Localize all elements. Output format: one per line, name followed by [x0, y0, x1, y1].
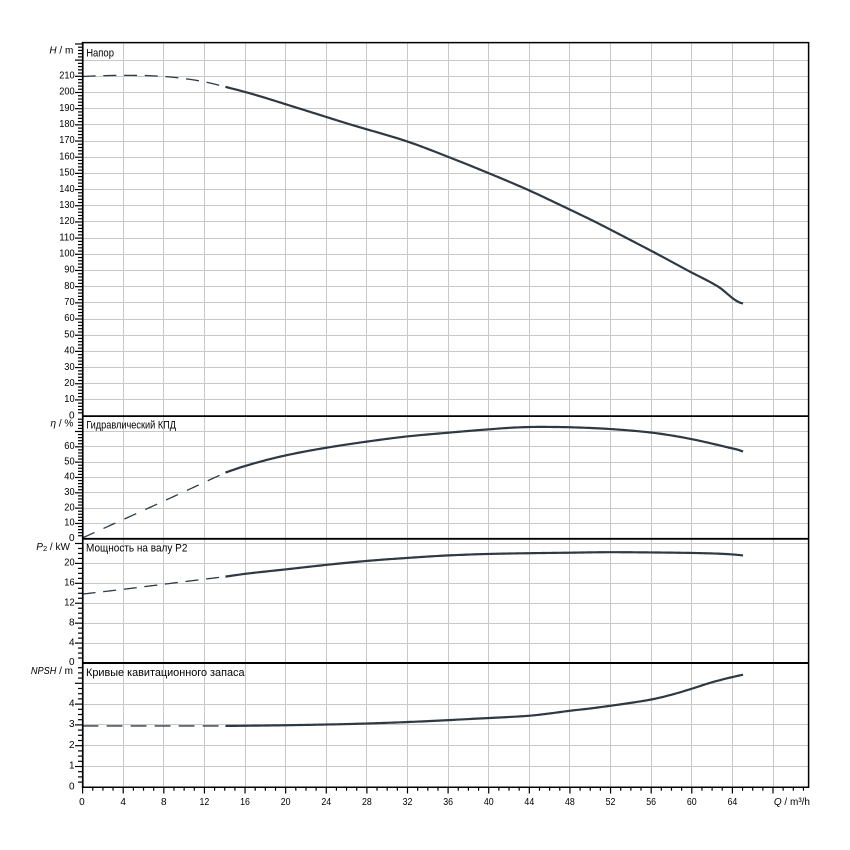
svg-text:Гидравлический КПД: Гидравлический КПД: [86, 420, 176, 432]
svg-text:8: 8: [161, 797, 167, 808]
svg-text:20: 20: [281, 797, 291, 808]
svg-text:60: 60: [64, 313, 75, 324]
svg-text:100: 100: [59, 249, 75, 260]
svg-text:4: 4: [120, 797, 126, 808]
svg-text:210: 210: [59, 71, 75, 82]
svg-text:64: 64: [727, 797, 737, 808]
svg-text:28: 28: [362, 797, 372, 808]
svg-text:12: 12: [64, 597, 75, 608]
svg-text:η / %: η / %: [51, 419, 74, 430]
svg-text:20: 20: [64, 502, 75, 513]
svg-text:3: 3: [69, 719, 75, 730]
svg-text:10: 10: [64, 394, 75, 405]
svg-text:P2 / kW: P2 / kW: [36, 542, 70, 553]
svg-text:80: 80: [64, 281, 75, 292]
svg-text:20: 20: [64, 558, 75, 569]
svg-text:8: 8: [69, 617, 75, 628]
svg-text:170: 170: [59, 135, 75, 146]
svg-text:12: 12: [200, 797, 210, 808]
svg-text:140: 140: [59, 184, 75, 195]
svg-text:50: 50: [64, 456, 75, 467]
svg-text:Мощность на валу P2: Мощность на валу P2: [86, 542, 187, 554]
svg-text:200: 200: [59, 87, 75, 98]
svg-text:48: 48: [565, 797, 575, 808]
svg-text:60: 60: [687, 797, 697, 808]
svg-text:70: 70: [64, 297, 75, 308]
svg-text:56: 56: [646, 797, 656, 808]
svg-text:120: 120: [59, 216, 75, 227]
svg-text:1: 1: [69, 761, 75, 772]
svg-text:30: 30: [64, 487, 75, 498]
svg-text:10: 10: [64, 518, 75, 529]
svg-text:130: 130: [59, 200, 75, 211]
svg-text:H / m: H / m: [49, 46, 73, 57]
svg-text:16: 16: [240, 797, 250, 808]
svg-text:110: 110: [59, 232, 75, 243]
svg-text:32: 32: [403, 797, 413, 808]
svg-text:4: 4: [69, 637, 75, 648]
svg-text:60: 60: [64, 441, 75, 452]
svg-text:180: 180: [59, 119, 75, 130]
svg-text:NPSH / m: NPSH / m: [31, 666, 73, 677]
svg-text:0: 0: [69, 533, 75, 544]
svg-text:Кривые кавитационного запаса: Кривые кавитационного запаса: [86, 667, 245, 679]
svg-text:52: 52: [606, 797, 616, 808]
svg-text:44: 44: [524, 797, 534, 808]
svg-text:36: 36: [443, 797, 453, 808]
svg-text:Q / m³/h: Q / m³/h: [774, 797, 810, 808]
svg-text:4: 4: [69, 698, 75, 709]
svg-text:40: 40: [64, 472, 75, 483]
svg-text:190: 190: [59, 103, 75, 114]
svg-text:150: 150: [59, 168, 75, 179]
svg-text:0: 0: [69, 657, 75, 668]
svg-text:16: 16: [64, 578, 75, 589]
svg-text:30: 30: [64, 362, 75, 373]
svg-text:160: 160: [59, 151, 75, 162]
svg-text:90: 90: [64, 265, 75, 276]
svg-text:20: 20: [64, 378, 75, 389]
svg-text:2: 2: [69, 740, 75, 751]
svg-text:0: 0: [79, 797, 85, 808]
svg-text:40: 40: [64, 346, 75, 357]
svg-text:24: 24: [321, 797, 331, 808]
svg-text:0: 0: [69, 782, 75, 793]
svg-text:0: 0: [69, 410, 75, 421]
svg-text:50: 50: [64, 329, 75, 340]
svg-text:40: 40: [484, 797, 494, 808]
svg-text:Напор: Напор: [86, 48, 114, 60]
